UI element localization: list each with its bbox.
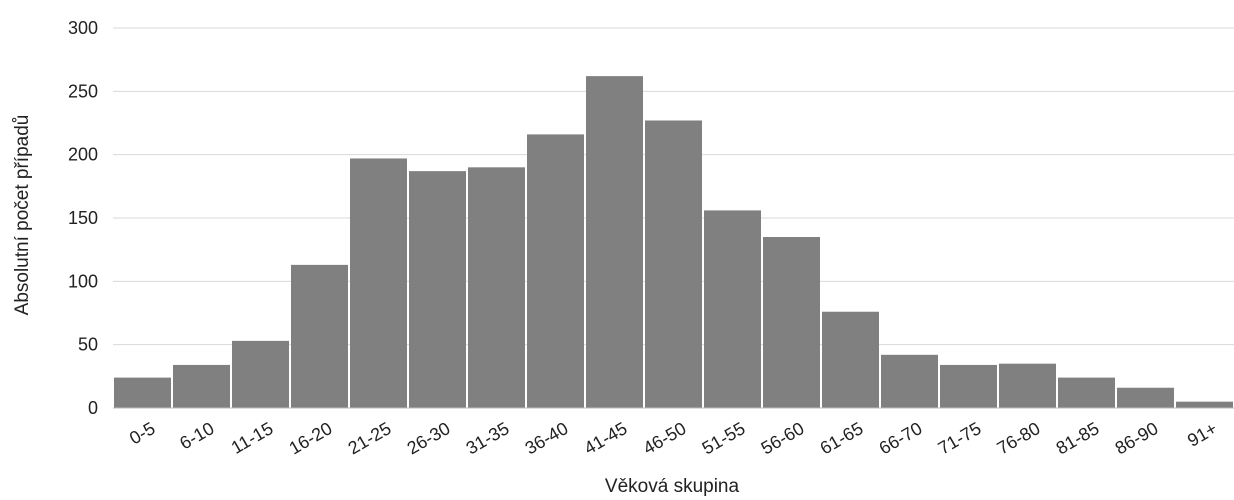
x-tick-label: 6-10 [176,418,217,453]
x-axis-title: Věková skupina [605,476,740,497]
x-tick-label: 81-85 [1053,418,1103,458]
bar-66-70 [881,354,938,408]
x-tick-label: 46-50 [640,418,690,458]
bar-0-5 [114,377,171,408]
bar-56-60 [763,237,820,408]
bar-61-65 [822,311,879,408]
x-tick-label: 41-45 [581,418,631,458]
y-tick-label: 150 [68,208,98,228]
x-tick-label: 21-25 [345,418,395,458]
bar-91+ [1176,401,1233,408]
x-tick-label: 86-90 [1112,418,1162,458]
y-tick-label: 50 [78,335,98,355]
bar-6-10 [173,364,230,408]
bar-21-25 [350,158,407,408]
y-tick-label: 300 [68,18,98,38]
bar-86-90 [1117,387,1174,408]
bar-71-75 [940,364,997,408]
x-tick-label: 51-55 [699,418,749,458]
y-tick-label: 100 [68,271,98,291]
bar-16-20 [291,264,348,408]
x-tick-label: 56-60 [758,418,808,458]
x-tick-label: 16-20 [286,418,336,458]
x-tick-label: 71-75 [935,418,985,458]
x-tick-label: 91+ [1184,418,1220,451]
x-tick-label: 26-30 [404,418,454,458]
bar-26-30 [409,171,466,408]
y-tick-label: 200 [68,145,98,165]
x-tick-label: 0-5 [126,418,159,448]
x-tick-label: 66-70 [876,418,926,458]
x-tick-label: 11-15 [228,418,277,458]
y-axis-ticks: 0 50 100 150 200 250 300 [68,18,98,418]
bar-51-55 [704,210,761,408]
bar-41-45 [586,76,643,408]
y-axis-title: Absolutní počet případů [12,115,33,316]
x-tick-label: 76-80 [994,418,1044,458]
bar-11-15 [232,340,289,408]
bar-76-80 [999,363,1056,408]
x-tick-label: 36-40 [522,418,572,458]
x-tick-label: 31-35 [463,418,513,458]
bar-31-35 [468,167,525,408]
y-tick-label: 250 [68,81,98,101]
bar-36-40 [527,134,584,408]
bar-46-50 [645,120,702,408]
x-axis-ticks: 0-5 6-10 11-15 16-20 21-25 26-30 31-35 36-40 41-… [126,418,1221,458]
bar-81-85 [1058,377,1115,408]
y-tick-label: 0 [88,398,98,418]
bars [113,76,1234,409]
x-tick-label: 61-65 [817,418,867,458]
